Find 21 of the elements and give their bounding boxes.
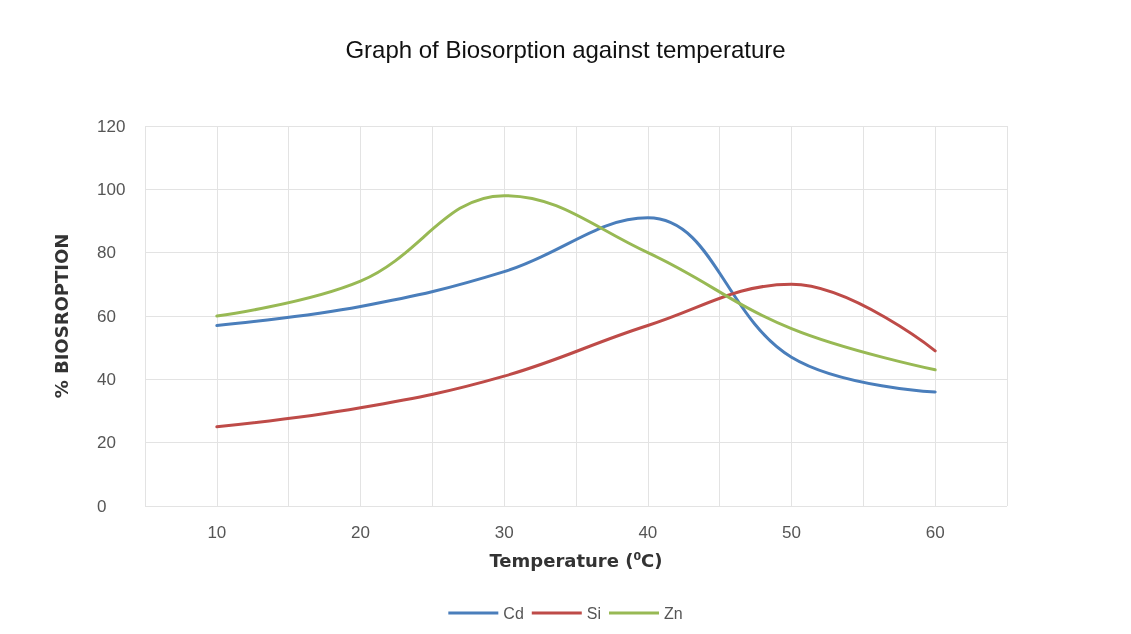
y-tick-label: 120: [97, 116, 126, 136]
legend-label: Zn: [664, 604, 683, 622]
x-tick-label: 30: [494, 523, 514, 542]
y-tick-label: 60: [97, 306, 116, 326]
y-tick-label: 80: [97, 243, 116, 263]
legend-label: Cd: [503, 604, 524, 622]
x-tick-label: 10: [207, 523, 227, 542]
x-tick-label: 20: [351, 523, 370, 542]
x-tick-label: 40: [638, 523, 658, 542]
line-series: [215, 282, 937, 429]
y-tick-label: 0: [97, 496, 107, 516]
y-tick-label: 20: [97, 433, 116, 453]
legend-label: Si: [586, 604, 602, 622]
line-series: [215, 194, 937, 372]
x-tick-label: 60: [925, 523, 945, 542]
y-tick-label: 40: [97, 369, 116, 389]
y-tick-label: 100: [97, 179, 126, 199]
y-axis-title: % BIOSROPTION: [50, 233, 72, 399]
line-series: [215, 216, 937, 394]
chart-title: Graph of Biosorption against temperature: [345, 35, 786, 63]
x-tick-label: 50: [782, 523, 801, 542]
